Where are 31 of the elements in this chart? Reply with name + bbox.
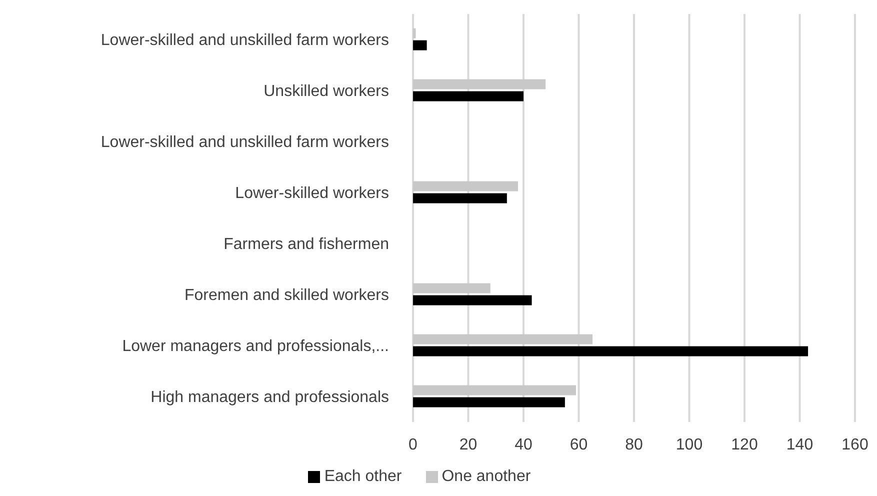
legend-label: Each other: [324, 468, 402, 485]
y-tick-label: Lower-skilled and unskilled farm workers: [100, 32, 389, 50]
y-tick-label: High managers and professionals: [150, 389, 389, 406]
y-tick-label: Lower managers and professionals,...: [122, 338, 389, 356]
x-tick-label: 20: [459, 436, 478, 454]
x-tick-label: 60: [570, 436, 588, 454]
bar: [413, 397, 565, 408]
x-tick-label: 40: [514, 436, 532, 454]
y-tick-label: Unskilled workers: [264, 83, 389, 100]
x-tick-label: 0: [408, 436, 418, 454]
bar: [413, 79, 546, 90]
bar: [413, 28, 416, 38]
x-tick-label: 80: [625, 436, 643, 454]
bar: [413, 385, 576, 396]
bar: [413, 181, 518, 192]
bar: [413, 40, 427, 50]
bar: [413, 295, 532, 306]
bar: [413, 283, 490, 294]
legend-label: One another: [442, 468, 531, 485]
x-tick-label: 120: [731, 436, 758, 454]
bar: [413, 334, 593, 344]
y-tick-label: Lower-skilled workers: [235, 185, 389, 202]
bar: [413, 193, 507, 204]
bar: [413, 91, 524, 102]
y-tick-label: Farmers and fishermen: [224, 236, 389, 254]
x-tick-label: 140: [786, 436, 814, 454]
y-tick-label: Lower-skilled and unskilled farm workers: [100, 134, 389, 152]
x-tick-label: 100: [676, 436, 703, 454]
y-tick-label: Foremen and skilled workers: [184, 287, 389, 304]
x-tick-label: 160: [842, 436, 868, 454]
bar: [413, 346, 808, 356]
